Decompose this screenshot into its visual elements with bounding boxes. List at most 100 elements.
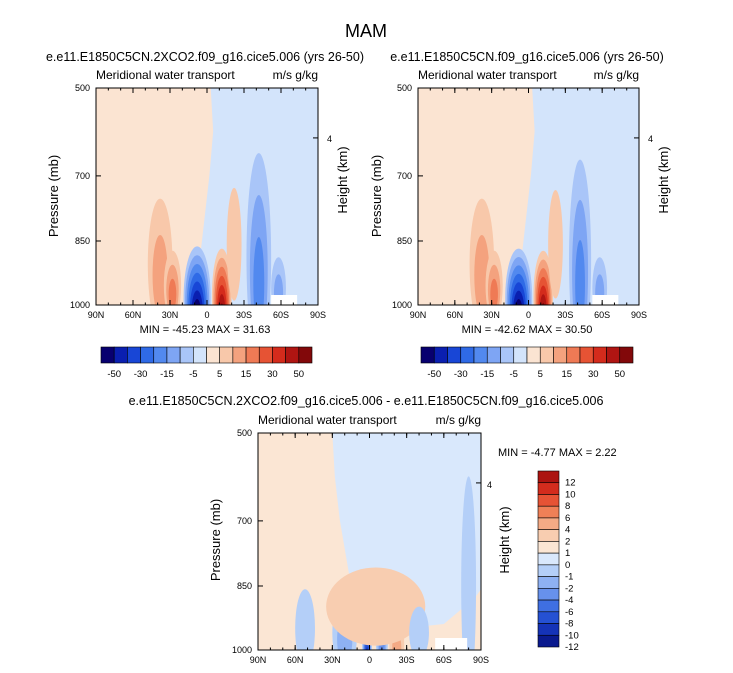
colorbar-label: -4 bbox=[565, 595, 573, 606]
colorbar-swatch bbox=[447, 346, 462, 364]
colorbar-label: 5 bbox=[538, 369, 543, 380]
x-axis: 90N 60N 30N 0 30S 60S 90S bbox=[88, 88, 326, 320]
colorbar-swatch bbox=[606, 346, 621, 364]
contour-fill bbox=[273, 274, 284, 305]
colorbar-swatch bbox=[513, 346, 528, 364]
contour-fill bbox=[295, 589, 315, 650]
colorbar-swatch bbox=[537, 517, 560, 530]
colorbar-label: -6 bbox=[565, 607, 573, 618]
colorbar-label: 2 bbox=[565, 536, 570, 547]
min-max-label: MIN = -4.77 MAX = 2.22 bbox=[498, 447, 617, 459]
contour-fill bbox=[575, 240, 585, 305]
colorbar: -50 -30 -15 -5 5 15 30 50 bbox=[100, 346, 313, 380]
contour-fill bbox=[253, 237, 265, 305]
colorbar-swatch bbox=[619, 346, 634, 364]
colorbar-swatch bbox=[166, 346, 181, 364]
x-tick-label: 60S bbox=[273, 310, 289, 320]
colorbar-swatch bbox=[537, 505, 560, 519]
colorbar-swatch bbox=[553, 346, 568, 364]
panel-title: e.e11.E1850C5CN.f09_g16.cice5.006 (yrs 2… bbox=[390, 50, 664, 64]
colorbar-swatch bbox=[473, 346, 488, 364]
plot-area bbox=[257, 432, 482, 651]
y-tick-label: 700 bbox=[397, 171, 412, 181]
contour-fill bbox=[220, 303, 223, 305]
colorbar-label: -50 bbox=[107, 369, 121, 380]
colorbar-swatch bbox=[298, 346, 313, 364]
y-axis: 500 700 850 1000 bbox=[232, 428, 481, 655]
colorbar-swatch bbox=[566, 346, 581, 364]
colorbar-label: -50 bbox=[427, 369, 441, 380]
colorbar-swatch bbox=[500, 346, 515, 364]
plot-area bbox=[95, 87, 319, 306]
colorbar-swatch bbox=[537, 470, 560, 484]
x-tick-label: 90N bbox=[250, 655, 267, 665]
contour-fill bbox=[193, 299, 201, 305]
colorbar-swatch bbox=[537, 564, 560, 577]
x-tick-label: 90N bbox=[88, 310, 105, 320]
missing-data-box bbox=[271, 295, 298, 305]
colorbar-swatch bbox=[219, 346, 234, 364]
colorbar-swatch bbox=[537, 599, 560, 613]
figure-title: MAM bbox=[345, 21, 387, 41]
contour-fill bbox=[461, 476, 477, 650]
colorbar-label: -5 bbox=[510, 369, 518, 380]
height-label: Height (km) bbox=[335, 146, 350, 213]
colorbar-label: -30 bbox=[454, 369, 468, 380]
contour-fill bbox=[548, 189, 563, 299]
colorbar-label: 8 bbox=[565, 501, 570, 512]
colorbar-label: -10 bbox=[565, 630, 579, 641]
colorbar-label: 1 bbox=[565, 548, 570, 559]
colorbar-label: -15 bbox=[160, 369, 174, 380]
y-tick-label: 1000 bbox=[232, 645, 252, 655]
colorbar-label: 15 bbox=[241, 369, 252, 380]
colorbar-swatch bbox=[537, 588, 560, 601]
colorbar-label: 5 bbox=[217, 369, 222, 380]
missing-data-box bbox=[435, 638, 468, 650]
colorbar-label: 50 bbox=[294, 369, 305, 380]
panel-title: e.e11.E1850C5CN.2XCO2.f09_g16.cice5.006 … bbox=[46, 50, 364, 64]
contour-fill bbox=[326, 567, 426, 646]
x-tick-label: 30S bbox=[236, 310, 252, 320]
colorbar-swatch bbox=[579, 346, 594, 364]
colorbar-swatch bbox=[285, 346, 300, 364]
y-tick-label: 1000 bbox=[70, 300, 90, 310]
contour-fill bbox=[538, 285, 548, 305]
x-tick-label: 90S bbox=[473, 655, 489, 665]
contour-fill bbox=[226, 187, 242, 301]
field-region-positive bbox=[418, 88, 535, 305]
panel-bottom-diff: e.e11.E1850C5CN.2XCO2.f09_g16.cice5.006 … bbox=[129, 394, 617, 665]
x-tick-label: 0 bbox=[367, 655, 372, 665]
colorbar-label: -30 bbox=[134, 369, 148, 380]
y-tick-label: 500 bbox=[237, 428, 252, 438]
colorbar-label: 30 bbox=[588, 369, 599, 380]
field-label: Meridional water transport bbox=[258, 413, 397, 427]
colorbar-label: 50 bbox=[614, 369, 625, 380]
missing-data-box bbox=[592, 295, 619, 305]
colorbar-swatch bbox=[433, 346, 448, 364]
panel-top-right: e.e11.E1850C5CN.f09_g16.cice5.006 (yrs 2… bbox=[369, 50, 671, 380]
right-tick-label: 4 bbox=[487, 480, 492, 490]
units-label: m/s g/kg bbox=[273, 68, 318, 82]
panel-top-left: e.e11.E1850C5CN.2XCO2.f09_g16.cice5.006 … bbox=[46, 50, 364, 380]
colorbar-label: -1 bbox=[565, 572, 573, 583]
contour-fill bbox=[218, 294, 225, 305]
colorbar-label: 0 bbox=[565, 560, 570, 571]
x-tick-label: 60N bbox=[447, 310, 464, 320]
colorbar-swatch bbox=[526, 346, 541, 364]
y-tick-label: 700 bbox=[75, 171, 90, 181]
y-axis: 500 700 850 1000 bbox=[70, 83, 318, 310]
y-tick-label: 850 bbox=[397, 236, 412, 246]
colorbar-swatch bbox=[245, 346, 260, 364]
field-region-positive bbox=[96, 88, 214, 305]
y-tick-label: 850 bbox=[237, 581, 252, 591]
colorbar-swatch bbox=[206, 346, 220, 364]
colorbar-swatch bbox=[539, 346, 554, 364]
colorbar-swatch bbox=[258, 346, 273, 364]
colorbar-swatch bbox=[537, 623, 560, 636]
colorbar: -50 -30 -15 -5 5 15 30 50 bbox=[420, 346, 634, 380]
contour-fill bbox=[515, 299, 522, 305]
colorbar-swatch bbox=[153, 346, 168, 364]
y-tick-label: 850 bbox=[75, 236, 90, 246]
plot-area bbox=[417, 87, 640, 306]
